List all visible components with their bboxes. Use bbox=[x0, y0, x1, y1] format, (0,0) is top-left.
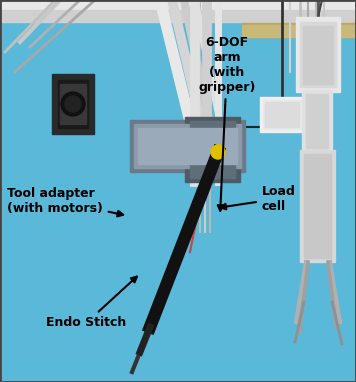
Bar bbox=[300, 150, 335, 262]
Bar bbox=[130, 120, 245, 172]
Bar bbox=[304, 154, 331, 258]
Bar bbox=[306, 94, 328, 148]
Circle shape bbox=[211, 145, 225, 159]
Bar bbox=[303, 26, 333, 84]
Bar bbox=[52, 74, 94, 134]
Bar bbox=[0, 0, 356, 14]
Bar bbox=[190, 121, 235, 178]
Text: 6-DOF
arm
(with
gripper): 6-DOF arm (with gripper) bbox=[198, 36, 256, 211]
Bar bbox=[242, 25, 356, 37]
Bar bbox=[58, 80, 88, 128]
Bar bbox=[296, 17, 340, 92]
Bar bbox=[265, 102, 299, 127]
Bar bbox=[138, 128, 237, 164]
Circle shape bbox=[65, 96, 81, 112]
Circle shape bbox=[61, 92, 85, 116]
Bar bbox=[302, 90, 332, 152]
Bar bbox=[134, 124, 241, 168]
Bar bbox=[263, 100, 301, 129]
Bar bbox=[60, 84, 86, 124]
Bar bbox=[242, 23, 356, 37]
Bar bbox=[260, 97, 304, 132]
Bar bbox=[185, 117, 240, 182]
Bar bbox=[0, 10, 356, 22]
Text: Tool adapter
(with motors): Tool adapter (with motors) bbox=[7, 186, 123, 216]
Text: Endo Stitch: Endo Stitch bbox=[46, 277, 137, 329]
Bar bbox=[300, 22, 336, 87]
Text: Load
cell: Load cell bbox=[220, 185, 295, 213]
